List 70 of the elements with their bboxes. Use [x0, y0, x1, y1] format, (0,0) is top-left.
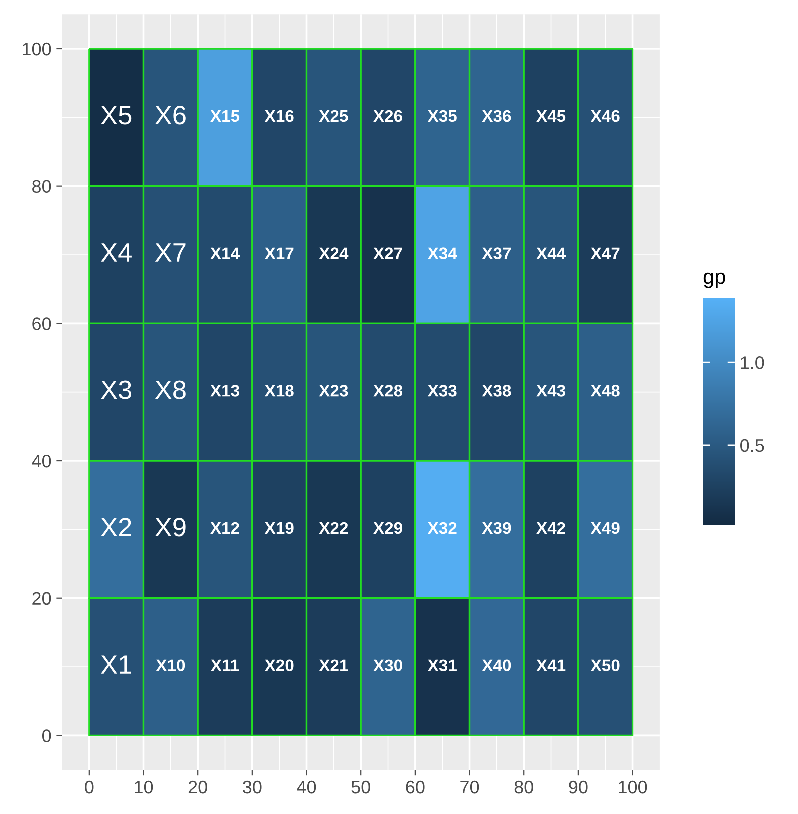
- data-label: X14: [210, 248, 240, 260]
- data-label: X13: [210, 385, 240, 397]
- data-label: X28: [374, 385, 403, 397]
- data-label: X44: [536, 248, 566, 260]
- data-label: X1: [101, 656, 132, 674]
- data-label: X11: [211, 660, 240, 672]
- y-tick-label: 0: [42, 730, 52, 742]
- y-tick-label: 60: [32, 318, 52, 330]
- data-label: X2: [101, 518, 132, 537]
- data-label: X25: [319, 110, 348, 122]
- x-tick-label: 60: [406, 780, 425, 794]
- y-tick-label: 20: [32, 592, 52, 606]
- data-label: X8: [155, 380, 186, 400]
- y-tick-label: 100: [23, 42, 52, 56]
- data-label: X7: [155, 244, 186, 262]
- x-tick-label: 10: [135, 780, 154, 794]
- data-label: X18: [264, 385, 294, 397]
- x-tick-label: 90: [569, 780, 588, 794]
- x-tick-label: 80: [514, 780, 534, 794]
- data-label: X43: [536, 385, 566, 397]
- data-label: X15: [210, 110, 240, 122]
- data-label: X30: [374, 660, 402, 672]
- data-label: X27: [374, 248, 402, 260]
- x-tick-label: 70: [460, 780, 480, 794]
- color-bar-label: 0.5: [740, 439, 764, 452]
- data-label: X47: [590, 248, 620, 260]
- color-bar-label: 1.0: [741, 356, 764, 370]
- x-tick-label: 40: [297, 780, 316, 794]
- data-label: X48: [590, 385, 620, 397]
- data-label: X16: [264, 110, 294, 122]
- data-label: X4: [101, 244, 132, 262]
- data-label: X41: [536, 660, 566, 672]
- data-label: X32: [428, 522, 457, 534]
- data-label: X42: [536, 522, 566, 534]
- x-tick-label: 100: [619, 780, 648, 794]
- data-label: X17: [264, 248, 294, 260]
- data-label: X21: [319, 660, 348, 672]
- x-tick-label: 30: [243, 780, 262, 794]
- data-label: X24: [319, 248, 349, 260]
- data-label: X22: [319, 522, 348, 534]
- data-label: X9: [155, 518, 186, 537]
- data-label: X45: [536, 110, 566, 122]
- data-label: X50: [590, 660, 620, 672]
- data-label: X40: [482, 660, 512, 672]
- data-label: X33: [428, 385, 457, 397]
- data-label: X20: [264, 660, 294, 672]
- data-label: X37: [482, 248, 512, 260]
- data-label: X49: [590, 522, 620, 534]
- data-label: X46: [590, 110, 620, 122]
- x-tick-label: 0: [85, 780, 94, 794]
- data-label: X10: [156, 660, 186, 672]
- data-label: X35: [428, 110, 457, 122]
- data-label: X12: [210, 522, 240, 534]
- color-bar-title: gp: [704, 272, 726, 288]
- y-tick-label: 80: [32, 180, 52, 194]
- data-label: X23: [319, 385, 348, 397]
- data-label: X34: [428, 248, 458, 260]
- data-label: X5: [101, 106, 132, 125]
- data-label: X19: [264, 522, 294, 534]
- data-label: X36: [482, 110, 512, 122]
- y-tick-label: 40: [32, 454, 52, 468]
- data-label: X3: [101, 380, 132, 400]
- data-label: X38: [482, 385, 512, 397]
- data-label: X26: [374, 110, 402, 122]
- x-tick-label: 20: [188, 780, 208, 794]
- data-label: X31: [428, 660, 457, 672]
- data-label: X6: [155, 106, 186, 125]
- x-tick-label: 50: [352, 780, 370, 794]
- data-label: X39: [482, 522, 512, 534]
- data-label: X29: [374, 522, 402, 534]
